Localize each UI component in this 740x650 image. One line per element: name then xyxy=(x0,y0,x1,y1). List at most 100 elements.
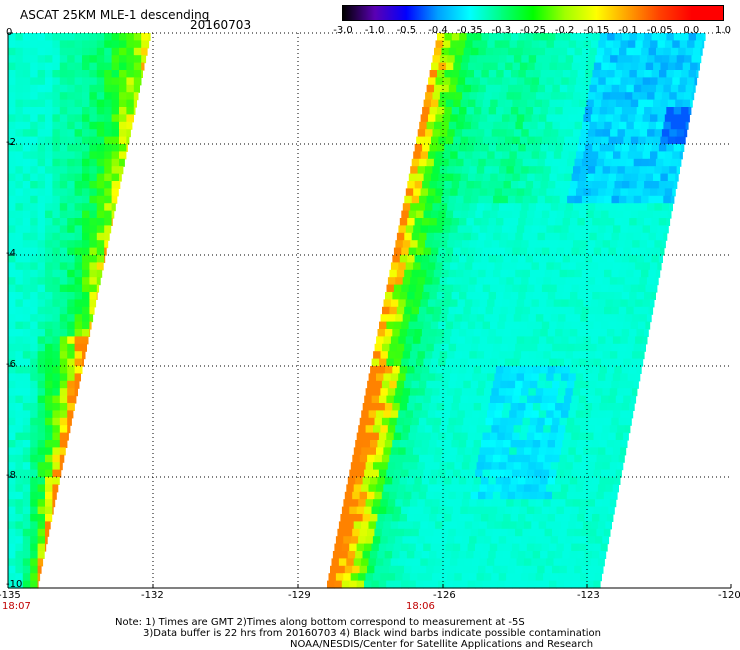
swath-cell xyxy=(600,543,608,552)
swath-cell xyxy=(497,284,506,293)
swath-cell xyxy=(432,240,441,249)
swath-cell xyxy=(74,129,83,138)
swath-cell xyxy=(22,225,31,234)
swath-cell xyxy=(571,99,580,108)
swath-cell xyxy=(445,284,454,293)
swath-cell xyxy=(390,410,399,419)
swath-cell xyxy=(617,55,626,64)
swath-cell xyxy=(457,558,466,567)
swath-cell xyxy=(614,255,623,263)
swath-cell xyxy=(513,55,522,64)
swath-cell xyxy=(531,447,540,456)
swath-cell xyxy=(421,366,430,374)
swath-cell xyxy=(623,99,632,108)
swath-cell xyxy=(438,432,447,441)
swath-cell xyxy=(52,262,61,271)
swath-cell xyxy=(8,77,16,86)
swath-cell xyxy=(468,173,476,182)
swath-cell xyxy=(615,247,624,256)
swath-cell xyxy=(52,484,59,493)
swath-cell xyxy=(104,181,113,189)
swath-cell xyxy=(420,410,429,419)
swath-cell xyxy=(578,210,587,219)
chart-title: ASCAT 25KM MLE-1 descending xyxy=(20,8,210,22)
swath-cell xyxy=(52,55,61,64)
swath-cell xyxy=(392,403,401,411)
swath-cell xyxy=(435,225,444,234)
swath-cell xyxy=(441,232,450,241)
swath-cell xyxy=(531,188,540,197)
swath-cell xyxy=(685,47,694,56)
swath-cell xyxy=(491,425,500,434)
swath-cell xyxy=(515,343,524,352)
swath-cell xyxy=(418,454,427,463)
swath-cell xyxy=(673,181,678,189)
swath-cell xyxy=(45,292,53,300)
swath-cell xyxy=(519,395,528,404)
swath-cell xyxy=(436,292,445,300)
swath-cell xyxy=(436,514,445,522)
swath-cell xyxy=(613,151,621,160)
swath-cell xyxy=(82,114,90,123)
swath-cell xyxy=(608,432,617,441)
swath-cell xyxy=(119,173,122,182)
swath-cell xyxy=(576,40,585,49)
swath-cell xyxy=(469,314,478,323)
swath-cell xyxy=(458,403,467,411)
swath-cell xyxy=(428,151,436,160)
swath-cell xyxy=(45,62,53,71)
swath-cell xyxy=(426,417,435,426)
swath-cell xyxy=(499,203,507,212)
swath-cell xyxy=(37,55,46,64)
swath-cell xyxy=(624,425,631,434)
swath-cell xyxy=(569,477,578,485)
swath-cell xyxy=(556,358,565,367)
swath-cell xyxy=(330,565,338,574)
swath-cell xyxy=(37,129,46,138)
swath-cell xyxy=(519,321,528,330)
swath-cell xyxy=(411,343,420,352)
swath-cell xyxy=(407,514,415,522)
swath-cell xyxy=(45,136,53,145)
swath-cell xyxy=(104,121,113,130)
swath-cell xyxy=(67,173,76,182)
swath-cell xyxy=(621,144,630,152)
swath-cell xyxy=(467,469,476,478)
swath-cell xyxy=(463,232,472,241)
swath-cell xyxy=(540,366,549,374)
swath-cell xyxy=(30,343,39,352)
swath-cell xyxy=(455,528,464,537)
swath-cell xyxy=(571,247,580,256)
swath-cell xyxy=(589,195,598,204)
swath-cell xyxy=(564,358,572,367)
swath-cell xyxy=(448,84,457,93)
swath-cell xyxy=(15,284,24,293)
swath-cell xyxy=(89,240,98,249)
swath-cell xyxy=(104,173,113,182)
swath-cell xyxy=(541,321,550,330)
swath-cell xyxy=(600,469,609,478)
swath-cell xyxy=(67,262,76,271)
swath-cell xyxy=(580,92,589,101)
swath-cell xyxy=(419,343,427,352)
swath-cell xyxy=(489,432,498,441)
swath-cell xyxy=(96,284,100,293)
swath-cell xyxy=(500,491,509,500)
swath-cell xyxy=(580,462,589,471)
swath-cell xyxy=(630,62,639,71)
swath-cell xyxy=(601,247,610,256)
swath-cell xyxy=(652,284,658,293)
swath-cell xyxy=(401,469,410,478)
swath-cell xyxy=(608,247,617,256)
swath-cell xyxy=(519,506,528,515)
swath-cell xyxy=(429,551,438,559)
swath-cell xyxy=(578,284,587,293)
swath-cell xyxy=(399,218,408,226)
swath-cell xyxy=(500,454,509,463)
swath-cell xyxy=(402,388,411,397)
swath-cell xyxy=(504,469,513,478)
swath-cell xyxy=(505,62,514,71)
swath-cell xyxy=(565,203,574,212)
swath-cell xyxy=(493,195,502,204)
swath-cell xyxy=(590,225,599,234)
